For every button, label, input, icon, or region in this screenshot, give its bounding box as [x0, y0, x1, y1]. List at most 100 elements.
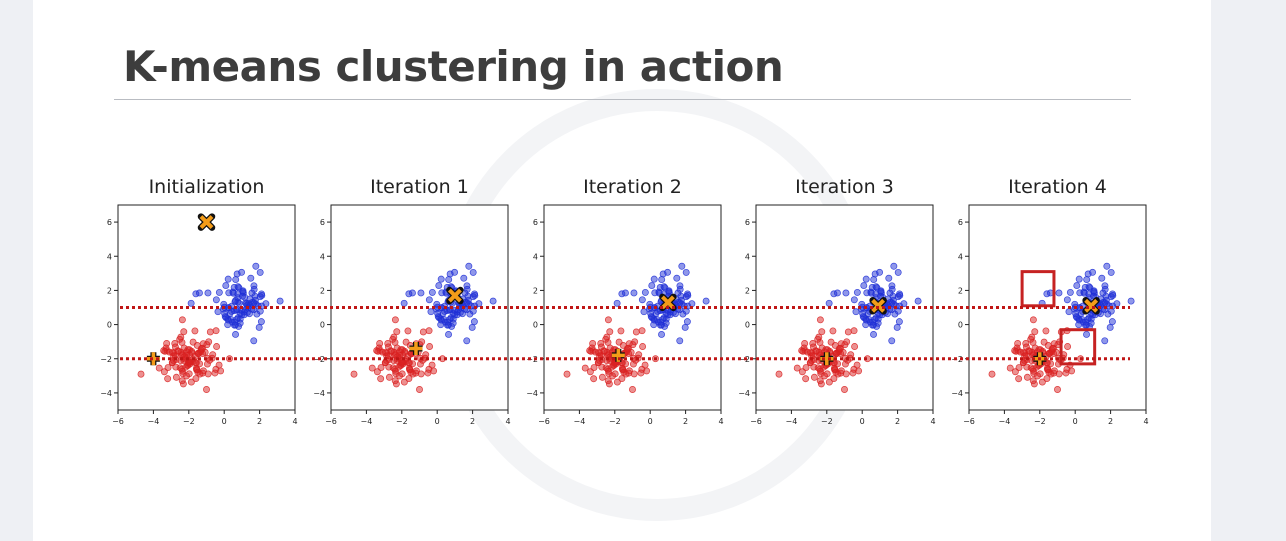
- data-point: [235, 299, 243, 307]
- data-point: [437, 321, 445, 329]
- data-point: [660, 283, 668, 291]
- data-point: [224, 321, 232, 329]
- data-point: [1026, 347, 1033, 355]
- y-tick-label: 0: [745, 321, 750, 330]
- data-point: [678, 262, 686, 270]
- slide-title: K-means clustering in action: [123, 42, 784, 91]
- data-point: [1104, 310, 1112, 318]
- data-point: [639, 343, 647, 350]
- data-point: [1103, 262, 1111, 270]
- data-point: [842, 289, 850, 297]
- data-point: [631, 338, 639, 346]
- panel-title: Iteration 4: [1008, 176, 1107, 198]
- x-tick-label: −2: [1034, 417, 1046, 426]
- data-point: [257, 318, 265, 326]
- data-point: [1106, 324, 1114, 331]
- data-point: [397, 346, 405, 354]
- x-tick-label: −4: [574, 417, 586, 426]
- data-point: [470, 318, 478, 326]
- data-point: [581, 364, 589, 372]
- x-tick-label: −6: [112, 417, 124, 426]
- data-point: [192, 359, 200, 367]
- data-point: [601, 347, 608, 355]
- slide: K-means clustering in action Initializat…: [33, 0, 1211, 541]
- data-point: [841, 386, 848, 393]
- y-tick-label: 6: [958, 218, 963, 227]
- centroid-marker: [871, 298, 886, 313]
- centroid-marker: [660, 295, 675, 310]
- data-point: [400, 299, 408, 307]
- x-tick-label: −6: [325, 417, 337, 426]
- data-point: [1064, 343, 1072, 350]
- data-point: [638, 296, 646, 304]
- y-tick-label: 4: [533, 252, 538, 261]
- data-point: [464, 292, 472, 300]
- data-point: [192, 290, 200, 298]
- data-point: [231, 318, 238, 326]
- data-point: [178, 316, 186, 324]
- data-point: [648, 282, 656, 290]
- data-point: [587, 347, 595, 355]
- data-point: [894, 268, 902, 276]
- data-point: [446, 270, 454, 278]
- x-tick-label: 4: [292, 417, 297, 426]
- data-point: [205, 338, 213, 346]
- data-point: [830, 290, 838, 298]
- x-tick-label: −4: [148, 417, 160, 426]
- data-point: [203, 386, 210, 393]
- data-point: [1101, 337, 1109, 345]
- data-point: [350, 370, 358, 378]
- data-point: [250, 337, 258, 345]
- x-tick-label: −2: [821, 417, 833, 426]
- data-point: [817, 380, 825, 388]
- data-point: [598, 373, 606, 381]
- x-tick-label: −4: [786, 417, 798, 426]
- y-tick-label: 4: [320, 252, 325, 261]
- data-point: [1098, 274, 1106, 282]
- data-point: [810, 373, 818, 381]
- data-point: [1073, 282, 1081, 290]
- data-point: [1084, 270, 1092, 278]
- data-point: [618, 290, 626, 298]
- data-point: [676, 337, 684, 345]
- data-point: [388, 347, 395, 355]
- data-point: [179, 380, 187, 388]
- x-tick-label: −6: [750, 417, 762, 426]
- data-point: [1085, 314, 1093, 322]
- data-point: [1055, 289, 1063, 297]
- data-point: [180, 328, 188, 336]
- data-point: [647, 310, 655, 318]
- data-point: [914, 297, 922, 305]
- data-point: [1054, 386, 1061, 393]
- data-point: [1022, 340, 1030, 347]
- y-tick-label: 0: [958, 321, 963, 330]
- data-point: [889, 292, 897, 300]
- data-point: [247, 274, 255, 282]
- y-tick-label: −4: [313, 389, 325, 398]
- data-point: [445, 276, 453, 284]
- kmeans-figure: Initialization−6 −4 −2 0 2 4−4−20246Iteration…: [100, 176, 1148, 426]
- data-point: [1006, 364, 1014, 372]
- x-tick-label: 0: [222, 417, 227, 426]
- data-point: [867, 289, 875, 297]
- y-tick-label: −4: [526, 389, 538, 398]
- data-point: [1028, 333, 1036, 341]
- y-tick-label: 2: [745, 286, 750, 295]
- kmeans-panel: Iteration 4 −6 −4 −2 0 2 4 −4 −2 0 2 4 6: [951, 176, 1148, 426]
- data-point: [232, 331, 239, 338]
- data-point: [613, 299, 621, 307]
- data-point: [1049, 344, 1056, 352]
- data-point: [251, 292, 259, 300]
- data-point: [657, 318, 664, 326]
- data-point: [368, 364, 376, 372]
- y-tick-label: 2: [107, 286, 112, 295]
- data-point: [160, 368, 168, 376]
- data-point: [222, 282, 230, 290]
- data-point: [1029, 316, 1037, 324]
- kmeans-panel: Initialization −6 −4 −2 0 2 4 −4 −2 0 2 4 6: [100, 176, 297, 426]
- data-point: [632, 328, 640, 336]
- data-point: [425, 327, 433, 335]
- x-tick-label: 0: [648, 417, 653, 426]
- data-point: [613, 378, 621, 386]
- data-point: [187, 299, 195, 307]
